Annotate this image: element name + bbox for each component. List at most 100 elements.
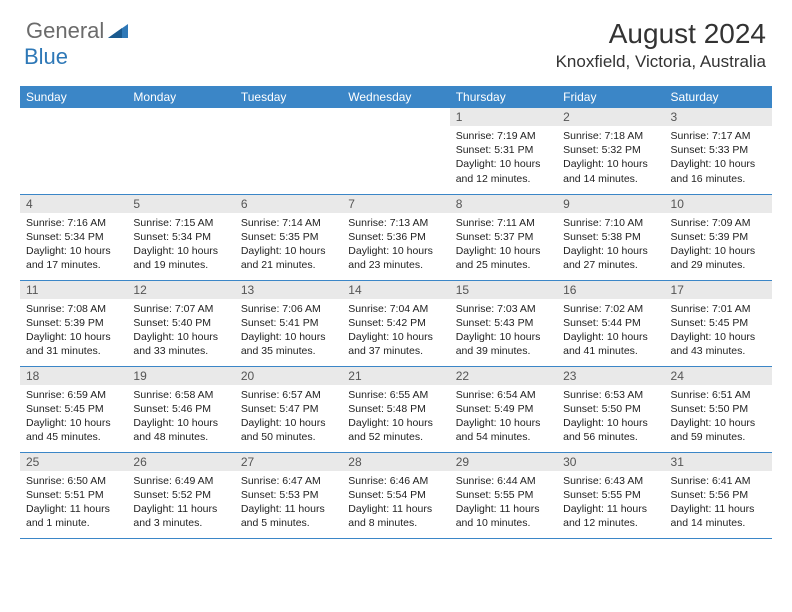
calendar-row: 25Sunrise: 6:50 AMSunset: 5:51 PMDayligh…: [20, 452, 772, 538]
sunset-text: Sunset: 5:54 PM: [348, 488, 443, 502]
day-number: 16: [557, 281, 664, 299]
calendar-row: 18Sunrise: 6:59 AMSunset: 5:45 PMDayligh…: [20, 366, 772, 452]
day-number: 1: [450, 108, 557, 126]
day-data: Sunrise: 6:46 AMSunset: 5:54 PMDaylight:…: [342, 471, 449, 533]
day-data: Sunrise: 7:18 AMSunset: 5:32 PMDaylight:…: [557, 126, 664, 188]
calendar-cell: 6Sunrise: 7:14 AMSunset: 5:35 PMDaylight…: [235, 194, 342, 280]
day-data: Sunrise: 7:02 AMSunset: 5:44 PMDaylight:…: [557, 299, 664, 361]
day-number: 5: [127, 195, 234, 213]
sunrise-text: Sunrise: 6:57 AM: [241, 388, 336, 402]
day-data: Sunrise: 6:57 AMSunset: 5:47 PMDaylight:…: [235, 385, 342, 447]
day-number: 25: [20, 453, 127, 471]
calendar-cell: 7Sunrise: 7:13 AMSunset: 5:36 PMDaylight…: [342, 194, 449, 280]
day-data: Sunrise: 7:13 AMSunset: 5:36 PMDaylight:…: [342, 213, 449, 275]
month-year: August 2024: [556, 18, 766, 50]
sunrise-text: Sunrise: 7:02 AM: [563, 302, 658, 316]
sunrise-text: Sunrise: 7:06 AM: [241, 302, 336, 316]
day-data: Sunrise: 6:58 AMSunset: 5:46 PMDaylight:…: [127, 385, 234, 447]
calendar-cell: 17Sunrise: 7:01 AMSunset: 5:45 PMDayligh…: [665, 280, 772, 366]
daylight-text: Daylight: 10 hours and 29 minutes.: [671, 244, 766, 272]
calendar-cell: 1Sunrise: 7:19 AMSunset: 5:31 PMDaylight…: [450, 108, 557, 194]
sunset-text: Sunset: 5:38 PM: [563, 230, 658, 244]
brand-blue-wrap: Blue: [26, 44, 68, 70]
daylight-text: Daylight: 10 hours and 39 minutes.: [456, 330, 551, 358]
sunrise-text: Sunrise: 6:55 AM: [348, 388, 443, 402]
daylight-text: Daylight: 11 hours and 10 minutes.: [456, 502, 551, 530]
sunrise-text: Sunrise: 7:09 AM: [671, 216, 766, 230]
calendar-cell: 11Sunrise: 7:08 AMSunset: 5:39 PMDayligh…: [20, 280, 127, 366]
sunrise-text: Sunrise: 6:54 AM: [456, 388, 551, 402]
daylight-text: Daylight: 10 hours and 48 minutes.: [133, 416, 228, 444]
day-number: 9: [557, 195, 664, 213]
sunrise-text: Sunrise: 6:44 AM: [456, 474, 551, 488]
sunrise-text: Sunrise: 7:03 AM: [456, 302, 551, 316]
brand-blue: Blue: [24, 44, 68, 69]
sunset-text: Sunset: 5:49 PM: [456, 402, 551, 416]
calendar-cell: [235, 108, 342, 194]
day-header: Wednesday: [342, 86, 449, 108]
daylight-text: Daylight: 10 hours and 17 minutes.: [26, 244, 121, 272]
sunset-text: Sunset: 5:51 PM: [26, 488, 121, 502]
calendar-cell: 9Sunrise: 7:10 AMSunset: 5:38 PMDaylight…: [557, 194, 664, 280]
calendar-cell: 26Sunrise: 6:49 AMSunset: 5:52 PMDayligh…: [127, 452, 234, 538]
day-data: Sunrise: 6:47 AMSunset: 5:53 PMDaylight:…: [235, 471, 342, 533]
sunset-text: Sunset: 5:53 PM: [241, 488, 336, 502]
day-header: Saturday: [665, 86, 772, 108]
day-data: Sunrise: 7:14 AMSunset: 5:35 PMDaylight:…: [235, 213, 342, 275]
sunrise-text: Sunrise: 7:19 AM: [456, 129, 551, 143]
day-header: Sunday: [20, 86, 127, 108]
sunrise-text: Sunrise: 7:13 AM: [348, 216, 443, 230]
day-header: Thursday: [450, 86, 557, 108]
day-number: 3: [665, 108, 772, 126]
day-data: Sunrise: 6:44 AMSunset: 5:55 PMDaylight:…: [450, 471, 557, 533]
day-data: Sunrise: 6:43 AMSunset: 5:55 PMDaylight:…: [557, 471, 664, 533]
sunset-text: Sunset: 5:55 PM: [563, 488, 658, 502]
day-number: 17: [665, 281, 772, 299]
day-data: Sunrise: 7:03 AMSunset: 5:43 PMDaylight:…: [450, 299, 557, 361]
calendar-cell: 25Sunrise: 6:50 AMSunset: 5:51 PMDayligh…: [20, 452, 127, 538]
sunrise-text: Sunrise: 6:59 AM: [26, 388, 121, 402]
day-number: 7: [342, 195, 449, 213]
day-number: 19: [127, 367, 234, 385]
sunset-text: Sunset: 5:42 PM: [348, 316, 443, 330]
sunrise-text: Sunrise: 7:18 AM: [563, 129, 658, 143]
title-block: August 2024 Knoxfield, Victoria, Austral…: [556, 18, 766, 72]
daylight-text: Daylight: 10 hours and 52 minutes.: [348, 416, 443, 444]
day-data: Sunrise: 7:17 AMSunset: 5:33 PMDaylight:…: [665, 126, 772, 188]
sunset-text: Sunset: 5:50 PM: [671, 402, 766, 416]
sunset-text: Sunset: 5:45 PM: [671, 316, 766, 330]
sunset-text: Sunset: 5:47 PM: [241, 402, 336, 416]
calendar-cell: 28Sunrise: 6:46 AMSunset: 5:54 PMDayligh…: [342, 452, 449, 538]
day-number: 23: [557, 367, 664, 385]
day-data: Sunrise: 7:16 AMSunset: 5:34 PMDaylight:…: [20, 213, 127, 275]
sunrise-text: Sunrise: 7:11 AM: [456, 216, 551, 230]
calendar-cell: 3Sunrise: 7:17 AMSunset: 5:33 PMDaylight…: [665, 108, 772, 194]
daylight-text: Daylight: 10 hours and 50 minutes.: [241, 416, 336, 444]
daylight-text: Daylight: 10 hours and 35 minutes.: [241, 330, 336, 358]
day-number: 6: [235, 195, 342, 213]
day-header: Tuesday: [235, 86, 342, 108]
day-data: Sunrise: 6:50 AMSunset: 5:51 PMDaylight:…: [20, 471, 127, 533]
calendar-cell: 30Sunrise: 6:43 AMSunset: 5:55 PMDayligh…: [557, 452, 664, 538]
sunrise-text: Sunrise: 6:49 AM: [133, 474, 228, 488]
sunset-text: Sunset: 5:32 PM: [563, 143, 658, 157]
day-data: Sunrise: 7:07 AMSunset: 5:40 PMDaylight:…: [127, 299, 234, 361]
daylight-text: Daylight: 10 hours and 21 minutes.: [241, 244, 336, 272]
daylight-text: Daylight: 10 hours and 31 minutes.: [26, 330, 121, 358]
calendar-cell: 21Sunrise: 6:55 AMSunset: 5:48 PMDayligh…: [342, 366, 449, 452]
day-data: Sunrise: 6:59 AMSunset: 5:45 PMDaylight:…: [20, 385, 127, 447]
calendar-head: SundayMondayTuesdayWednesdayThursdayFrid…: [20, 86, 772, 108]
daylight-text: Daylight: 10 hours and 23 minutes.: [348, 244, 443, 272]
day-number: 11: [20, 281, 127, 299]
sunset-text: Sunset: 5:34 PM: [26, 230, 121, 244]
day-number: 22: [450, 367, 557, 385]
day-header-row: SundayMondayTuesdayWednesdayThursdayFrid…: [20, 86, 772, 108]
day-number: 21: [342, 367, 449, 385]
day-number: 20: [235, 367, 342, 385]
calendar-row: 11Sunrise: 7:08 AMSunset: 5:39 PMDayligh…: [20, 280, 772, 366]
day-number: 2: [557, 108, 664, 126]
sunrise-text: Sunrise: 6:58 AM: [133, 388, 228, 402]
sunset-text: Sunset: 5:37 PM: [456, 230, 551, 244]
day-data: Sunrise: 6:51 AMSunset: 5:50 PMDaylight:…: [665, 385, 772, 447]
day-data: Sunrise: 6:41 AMSunset: 5:56 PMDaylight:…: [665, 471, 772, 533]
